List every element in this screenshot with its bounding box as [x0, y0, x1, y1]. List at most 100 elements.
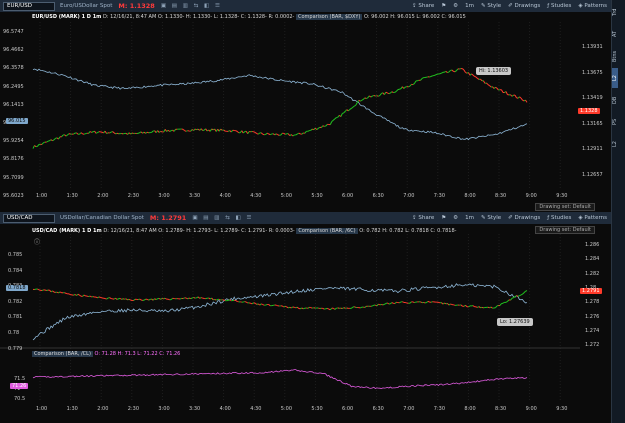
sidebar-tab[interactable]: AT	[612, 30, 618, 38]
gear-icon[interactable]: ⚙	[453, 215, 459, 221]
price-bar-eurusd	[110, 131, 113, 133]
price-bar-usdcad	[265, 303, 268, 306]
price-bar-eurusd	[433, 74, 436, 77]
sidebar-tab[interactable]: Btns	[612, 50, 618, 62]
share-label: Share	[418, 3, 435, 9]
price-bar-eurusd	[501, 89, 504, 93]
price-bar-usdcad	[333, 307, 336, 310]
share-button[interactable]: ⇪ Share	[412, 3, 435, 9]
time-tick-label: 5:30	[311, 406, 323, 412]
price-bar-eurusd	[369, 95, 372, 98]
price-bar-eurusd	[196, 128, 199, 131]
price-bar-eurusd	[307, 130, 310, 132]
comparison-label: Comparison (BAR, $DXY)	[295, 14, 363, 20]
axis-tick-label: 1.278	[585, 299, 600, 306]
drawing-set-select[interactable]: Drawing set: Default	[535, 203, 595, 211]
price-bar-eurusd	[206, 129, 209, 132]
price-bar-eurusd	[191, 129, 194, 131]
patterns-button[interactable]: ◈ Patterns	[578, 215, 607, 221]
last-price: M: 1.2791	[149, 214, 187, 222]
price-bar-usdcad	[97, 296, 100, 299]
price-bar-usdcad	[390, 302, 393, 305]
price-bar-usdcad	[481, 306, 484, 309]
time-tick-label: 5:00	[280, 406, 293, 412]
price-bar-usdcad	[289, 306, 292, 309]
timeframe-icon[interactable]: 1m	[465, 3, 474, 9]
price-bar-eurusd	[80, 132, 83, 135]
price-bar-usdcad	[301, 307, 304, 310]
price-bar-usdcad	[281, 305, 285, 308]
price-bar-eurusd	[519, 96, 522, 99]
gear-icon[interactable]: ⚙	[453, 3, 459, 9]
info-range: R: 0.0003-	[268, 228, 295, 234]
drawings-button[interactable]: ✐ Drawings	[508, 215, 541, 221]
price-bar-eurusd	[454, 70, 457, 73]
price-bar-usdcad	[125, 298, 128, 301]
share-button[interactable]: ⇪ Share	[412, 215, 435, 221]
price-bar-usdcad	[342, 307, 345, 309]
chart-panel-usdcad: USD/CAD USDollar/Canadian Dollar Spot M:…	[0, 212, 611, 423]
symbol-input[interactable]: EUR/USD	[3, 1, 55, 11]
drawings-button[interactable]: ✐ Drawings	[508, 3, 541, 9]
price-bar-usdcad	[106, 297, 109, 300]
price-bar-eurusd	[94, 130, 97, 134]
price-chart-usdcad[interactable]	[0, 212, 611, 423]
sidebar-tab[interactable]: L2	[612, 68, 618, 88]
price-bar-usdcad	[88, 295, 91, 298]
price-bar-eurusd	[511, 94, 514, 97]
studies-button[interactable]: ƒ Studies	[547, 3, 572, 9]
drawing-set-select[interactable]: Drawing set: Default	[535, 226, 595, 234]
price-bar-eurusd	[89, 131, 92, 133]
timeframe-icon[interactable]: 1m	[465, 215, 474, 221]
price-bar-eurusd	[212, 128, 215, 131]
price-bar-usdcad	[520, 293, 523, 296]
price-bar-eurusd	[197, 128, 200, 131]
style-button[interactable]: ✎ Style	[480, 3, 502, 9]
price-bar-usdcad	[502, 301, 505, 304]
time-tick-label: 4:30	[250, 406, 262, 412]
price-bar-usdcad	[115, 297, 118, 300]
price-bar-usdcad	[107, 297, 110, 299]
axis-tick-label: 95.9254	[3, 138, 24, 145]
price-bar-usdcad	[243, 301, 245, 303]
sidebar-tab[interactable]: Trd	[612, 8, 618, 16]
price-bar-eurusd	[166, 129, 169, 132]
price-bar-usdcad	[296, 306, 300, 309]
patterns-label: Patterns	[584, 3, 607, 9]
price-bar-usdcad	[127, 298, 130, 301]
price-bar-eurusd	[370, 95, 373, 98]
sidebar-tab[interactable]: PS	[612, 118, 618, 126]
symbol-input[interactable]: USD/CAD	[3, 213, 55, 223]
price-bar-usdcad	[113, 297, 116, 300]
price-bar-usdcad	[262, 304, 265, 306]
axis-tick-label: 96.1413	[3, 101, 24, 108]
price-bar-usdcad	[158, 297, 161, 300]
price-bar-usdcad	[82, 294, 85, 297]
price-bar-eurusd	[332, 118, 336, 121]
toolbar-icons[interactable]: ▣ ▤ ▥ ⇆ ◧ ☰	[160, 3, 222, 9]
patterns-button[interactable]: ◈ Patterns	[578, 3, 607, 9]
axis-tick-label: 0.78	[8, 330, 20, 336]
cmp-high: H: 0.782	[382, 228, 404, 234]
price-bar-usdcad	[420, 301, 423, 304]
sidebar-tab[interactable]: DB	[612, 96, 618, 104]
alert-icon[interactable]: ⚑	[441, 215, 447, 221]
price-chart-eurusd[interactable]	[0, 0, 611, 212]
price-bar-eurusd	[274, 133, 277, 136]
price-bar-eurusd	[435, 73, 438, 76]
price-bar-usdcad	[378, 303, 381, 306]
price-bar-eurusd	[143, 131, 146, 134]
price-bar-usdcad	[257, 303, 261, 306]
style-button[interactable]: ✎ Style	[480, 215, 502, 221]
axis-tick-label: 0.784	[8, 267, 23, 274]
toolbar-icons[interactable]: ▣ ▤ ▥ ⇆ ◧ ☰	[192, 215, 254, 221]
sidebar-tab[interactable]: L2	[612, 141, 618, 147]
price-bar-eurusd	[211, 128, 214, 131]
info-icon[interactable]: ⓘ	[34, 239, 41, 246]
price-bar-usdcad	[472, 305, 475, 308]
alert-icon[interactable]: ⚑	[441, 3, 447, 9]
price-bar-eurusd	[296, 132, 300, 135]
studies-button[interactable]: ƒ Studies	[547, 215, 572, 221]
time-tick-label: 8:30	[495, 193, 507, 199]
price-bar-eurusd	[101, 131, 104, 134]
